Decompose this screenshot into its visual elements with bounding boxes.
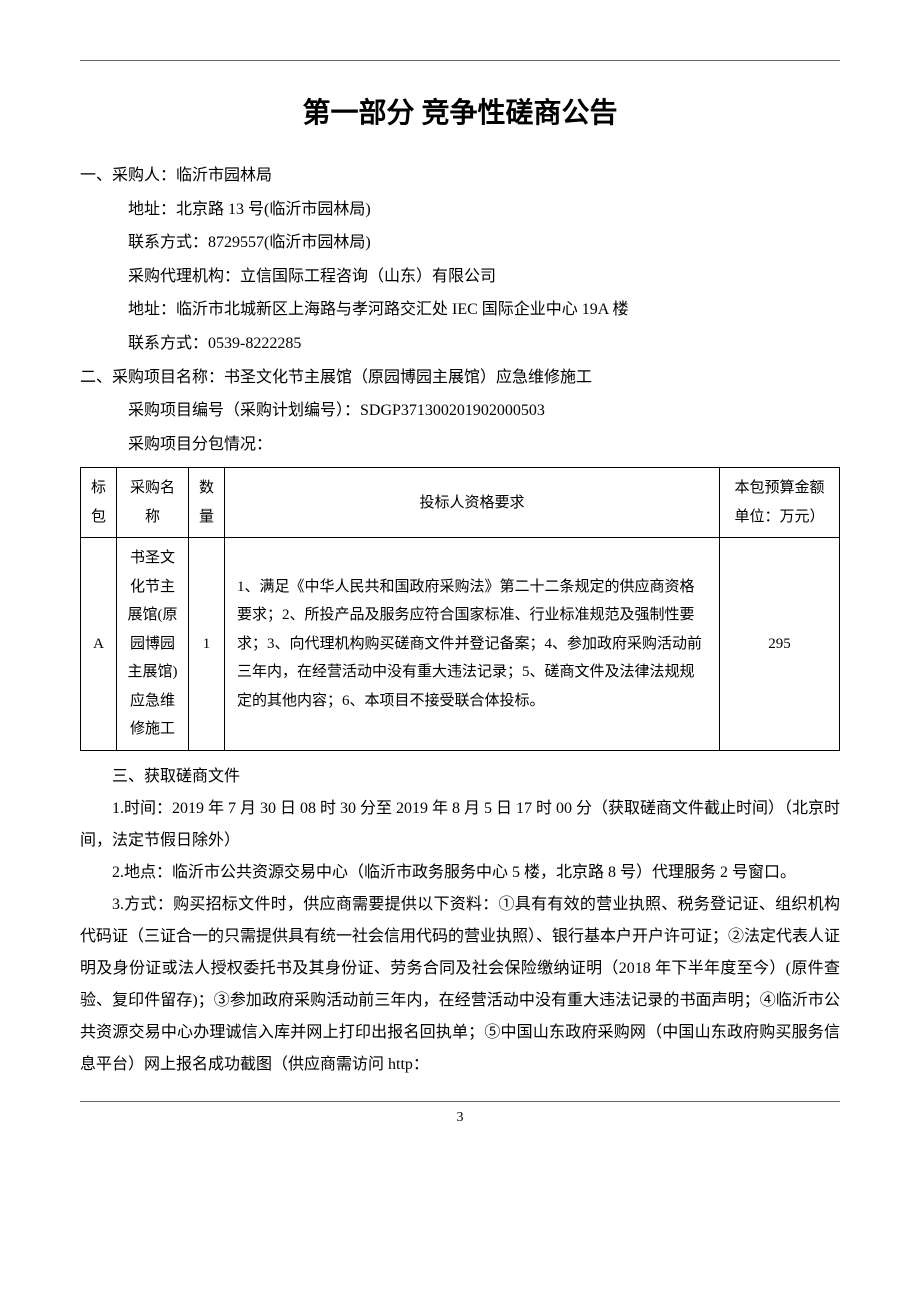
section3-para: 1.时间：2019 年 7 月 30 日 08 时 30 分至 2019 年 8… xyxy=(80,793,840,857)
th-name: 采购名称 xyxy=(117,468,189,538)
th-budget: 本包预算金额 单位：万元） xyxy=(720,468,840,538)
section1-line: 地址：北京路 13 号(临沂市园林局) xyxy=(80,193,840,227)
section2-heading: 二、采购项目名称：书圣文化节主展馆（原园博园主展馆）应急维修施工 xyxy=(80,361,840,395)
td-name: 书圣文化节主展馆(原园博园主展馆)应急维修施工 xyxy=(117,538,189,751)
th-qty: 数量 xyxy=(189,468,225,538)
th-pkg: 标包 xyxy=(81,468,117,538)
td-qty: 1 xyxy=(189,538,225,751)
section1-line: 采购代理机构：立信国际工程咨询（山东）有限公司 xyxy=(80,260,840,294)
package-table: 标包 采购名称 数量 投标人资格要求 本包预算金额 单位：万元） A 书圣文化节… xyxy=(80,467,840,751)
section2-line: 采购项目分包情况： xyxy=(80,428,840,462)
th-budget-l2: 单位：万元） xyxy=(728,503,831,532)
page-title: 第一部分 竞争性磋商公告 xyxy=(80,91,840,131)
section1-line: 地址：临沂市北城新区上海路与孝河路交汇处 IEC 国际企业中心 19A 楼 xyxy=(80,293,840,327)
bottom-rule xyxy=(80,1101,840,1102)
td-pkg: A xyxy=(81,538,117,751)
section1-line: 联系方式：8729557(临沂市园林局) xyxy=(80,226,840,260)
section3-heading: 三、获取磋商文件 xyxy=(80,761,840,793)
section3-para: 3.方式：购买招标文件时，供应商需要提供以下资料：①具有有效的营业执照、税务登记… xyxy=(80,889,840,1081)
table-row: A 书圣文化节主展馆(原园博园主展馆)应急维修施工 1 1、满足《中华人民共和国… xyxy=(81,538,840,751)
page-number: 3 xyxy=(80,1110,840,1126)
top-rule xyxy=(80,60,840,61)
section2-line: 采购项目编号（采购计划编号）：SDGP371300201902000503 xyxy=(80,394,840,428)
th-budget-l1: 本包预算金额 xyxy=(728,474,831,503)
section3-para: 2.地点：临沂市公共资源交易中心（临沂市政务服务中心 5 楼，北京路 8 号）代… xyxy=(80,857,840,889)
th-req: 投标人资格要求 xyxy=(225,468,720,538)
td-budget: 295 xyxy=(720,538,840,751)
table-header-row: 标包 采购名称 数量 投标人资格要求 本包预算金额 单位：万元） xyxy=(81,468,840,538)
section1-line: 联系方式：0539-8222285 xyxy=(80,327,840,361)
section1-heading: 一、采购人：临沂市园林局 xyxy=(80,159,840,193)
td-req: 1、满足《中华人民共和国政府采购法》第二十二条规定的供应商资格要求；2、所投产品… xyxy=(225,538,720,751)
